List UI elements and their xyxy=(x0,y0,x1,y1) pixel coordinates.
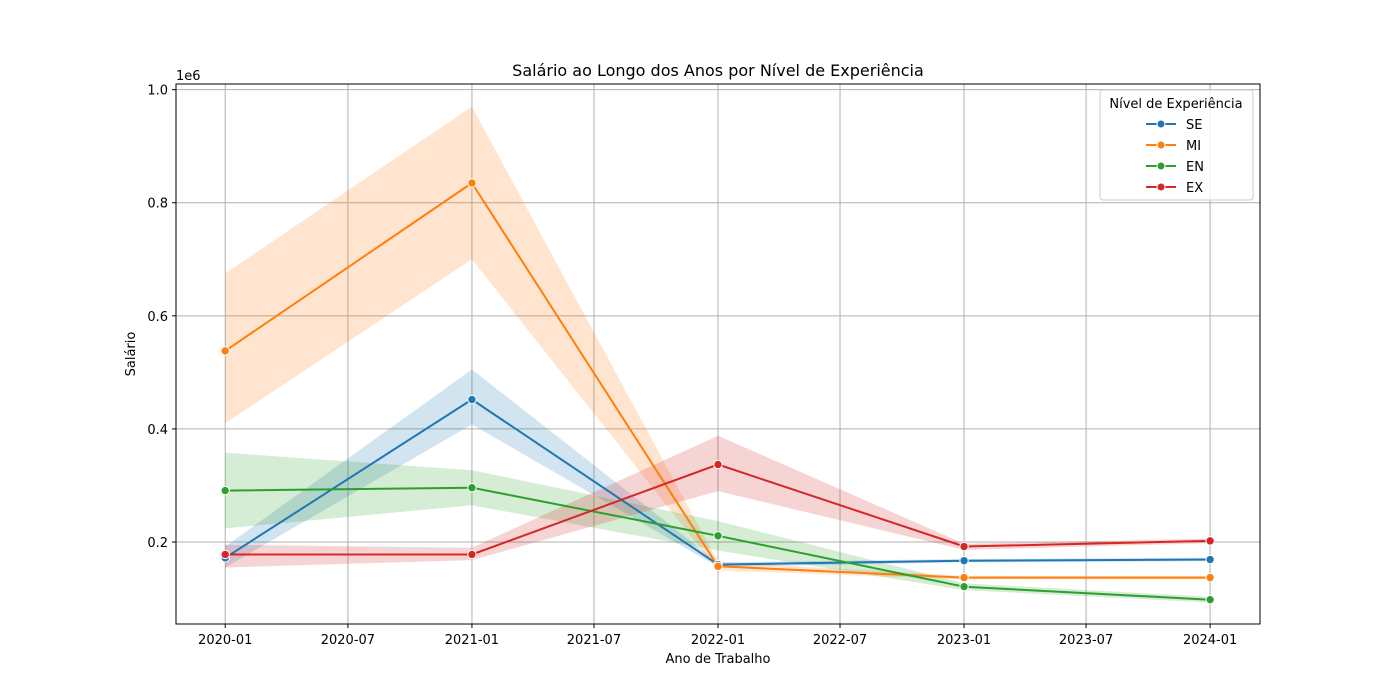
ci-band-se xyxy=(225,369,1211,568)
legend-label-se: SE xyxy=(1186,118,1202,133)
data-point-ex xyxy=(220,549,230,560)
data-point-mi xyxy=(1205,572,1215,583)
x-axis-label: Ano de Trabalho xyxy=(666,652,771,667)
data-point-ex xyxy=(713,459,723,470)
legend-label-mi: MI xyxy=(1186,139,1201,154)
legend-marker-en xyxy=(1156,161,1166,171)
data-point-se xyxy=(959,555,969,566)
legend-items: SE MI EN EX xyxy=(1146,118,1204,196)
y-tick-label: 1.0 xyxy=(147,84,168,99)
data-point-en xyxy=(1205,594,1215,605)
y-axis-ticks: 0.2 0.4 0.6 0.8 1.0 xyxy=(147,84,176,551)
data-point-mi xyxy=(713,561,723,572)
y-tick-label: 0.4 xyxy=(147,423,168,438)
y-tick-label: 0.6 xyxy=(147,310,168,325)
x-axis-ticks: 2020-01 2020-07 2021-01 2021-07 2022-01 2022-… xyxy=(198,624,1237,648)
x-tick-label: 2022-01 xyxy=(691,633,745,648)
x-tick-label: 2023-07 xyxy=(1059,633,1113,648)
x-tick-label: 2020-07 xyxy=(321,633,375,648)
legend-marker-ex xyxy=(1156,182,1166,192)
data-point-en xyxy=(220,485,230,496)
x-tick-label: 2021-01 xyxy=(445,633,499,648)
legend-box xyxy=(1099,89,1254,201)
ci-band-mi xyxy=(225,106,1211,580)
data-point-mi xyxy=(467,178,477,188)
data-point-ex xyxy=(959,541,969,552)
data-point-mi xyxy=(959,572,969,583)
y-axis-label: Salário xyxy=(124,332,139,377)
data-point-en xyxy=(959,581,969,592)
x-tick-label: 2021-07 xyxy=(567,633,621,648)
x-tick-label: 2024-01 xyxy=(1183,633,1237,648)
x-tick-label: 2022-07 xyxy=(813,633,867,648)
y-axis-offset-label: 1e6 xyxy=(176,69,201,84)
legend-title: Nível de Experiência xyxy=(1109,97,1242,112)
data-point-ex xyxy=(1205,536,1215,546)
y-tick-label: 0.8 xyxy=(147,197,168,212)
legend: Nível de Experiência SE MI EN EX xyxy=(1099,89,1254,201)
legend-marker-mi xyxy=(1156,140,1166,150)
data-point-se xyxy=(467,394,477,405)
series-markers xyxy=(220,178,1215,605)
data-point-mi xyxy=(220,346,230,356)
data-point-en xyxy=(467,483,477,493)
chart-title: Salário ao Longo dos Anos por Nível de E… xyxy=(512,61,924,80)
y-tick-label: 0.2 xyxy=(147,536,168,551)
x-tick-label: 2020-01 xyxy=(198,633,252,648)
x-tick-label: 2023-01 xyxy=(937,633,991,648)
legend-label-ex: EX xyxy=(1186,181,1203,196)
legend-label-en: EN xyxy=(1186,160,1204,175)
data-point-en xyxy=(713,531,723,541)
legend-marker-se xyxy=(1156,119,1166,129)
data-point-se xyxy=(1205,554,1215,565)
data-point-ex xyxy=(467,549,477,560)
